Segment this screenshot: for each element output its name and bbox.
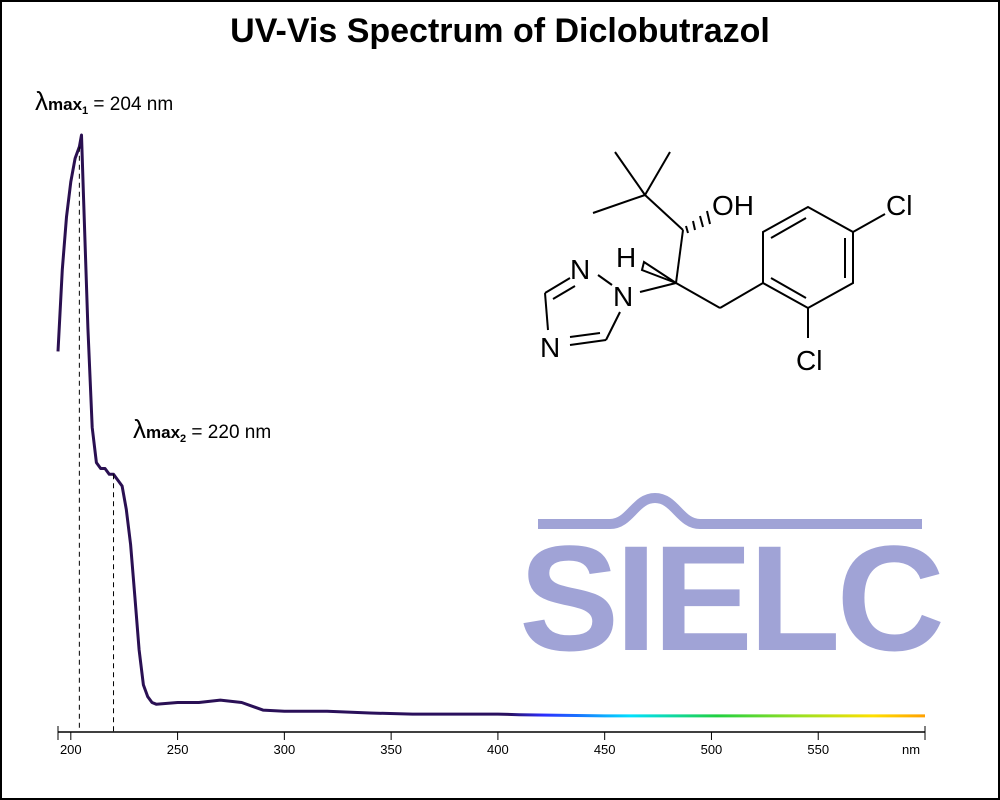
x-tick-label: 350 [380,742,402,757]
x-unit-label: nm [902,742,920,757]
annotation-symbol: λ [133,414,146,444]
annotation-sub: max [48,95,83,114]
atom-label: N [613,281,633,312]
atom-label: N [570,254,590,285]
annotation-text: = 220 nm [186,422,271,443]
watermark-arc [538,492,922,529]
x-tick-label: 200 [60,742,82,757]
x-tick-label: 450 [594,742,616,757]
atom-label: Cl [796,345,822,376]
annotation-index: 1 [82,105,88,117]
chart-title: UV-Vis Spectrum of Diclobutrazol [230,12,770,50]
atom-label: H [616,242,636,273]
x-tick-label: 500 [701,742,723,757]
atom-label: Cl [886,190,912,221]
atom-label: OH [712,190,754,221]
annotation-sub: max [146,423,181,442]
annotation: λmax2 = 220 nm [133,414,271,445]
x-tick-label: 300 [274,742,296,757]
annotation-text: = 204 nm [88,94,173,115]
atom-label: N [540,332,560,363]
annotation: λmax1 = 204 nm [35,86,173,117]
watermark: SIELC [519,514,941,682]
structure: OH H N N N Cl Cl [540,151,912,376]
x-tick-label: 250 [167,742,189,757]
annotation-symbol: λ [35,86,48,116]
x-tick-label: 550 [807,742,829,757]
annotation-index: 2 [180,433,186,445]
x-tick-label: 400 [487,742,509,757]
spectrum-line [56,133,925,718]
